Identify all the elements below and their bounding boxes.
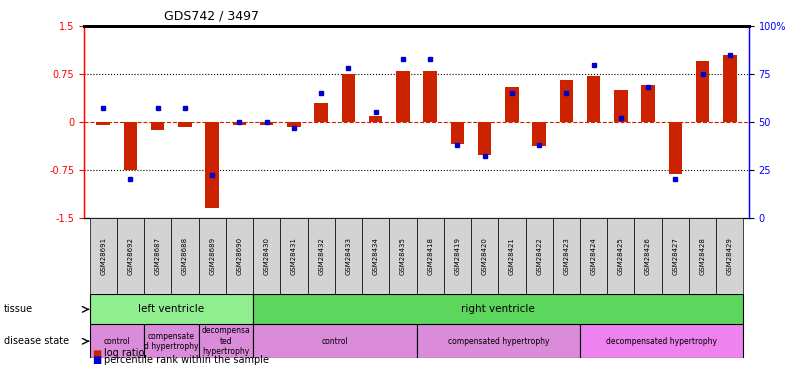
Text: GSM28690: GSM28690 bbox=[236, 237, 243, 275]
Bar bbox=[144, 217, 171, 294]
Text: compensate
d hypertrophy: compensate d hypertrophy bbox=[144, 332, 199, 351]
Bar bbox=[144, 324, 199, 358]
Bar bbox=[471, 217, 498, 294]
Text: GSM28429: GSM28429 bbox=[727, 237, 733, 275]
Text: decompensated hypertrophy: decompensated hypertrophy bbox=[606, 337, 717, 346]
Bar bbox=[199, 324, 253, 358]
Bar bbox=[444, 217, 471, 294]
Text: GSM28687: GSM28687 bbox=[155, 237, 161, 275]
Bar bbox=[607, 217, 634, 294]
Bar bbox=[260, 122, 273, 125]
Text: GSM28430: GSM28430 bbox=[264, 237, 270, 275]
Bar bbox=[253, 324, 417, 358]
Bar bbox=[716, 217, 743, 294]
Bar bbox=[123, 122, 137, 170]
Bar bbox=[424, 71, 437, 122]
Bar bbox=[253, 217, 280, 294]
Text: log ratio: log ratio bbox=[104, 348, 144, 358]
Text: compensated hypertrophy: compensated hypertrophy bbox=[448, 337, 549, 346]
Bar bbox=[253, 294, 743, 324]
Bar bbox=[417, 324, 580, 358]
Bar bbox=[117, 217, 144, 294]
Text: GSM28688: GSM28688 bbox=[182, 237, 188, 275]
Bar bbox=[287, 122, 300, 127]
Text: control: control bbox=[321, 337, 348, 346]
Bar bbox=[341, 74, 355, 122]
Bar bbox=[642, 85, 655, 122]
Bar bbox=[178, 122, 191, 127]
Text: GSM28425: GSM28425 bbox=[618, 237, 624, 275]
Text: ■: ■ bbox=[92, 355, 102, 365]
Bar bbox=[614, 90, 628, 122]
Bar bbox=[478, 122, 492, 155]
Text: tissue: tissue bbox=[4, 304, 33, 314]
Bar bbox=[498, 217, 525, 294]
Bar bbox=[90, 324, 144, 358]
Bar bbox=[335, 217, 362, 294]
Text: GSM28433: GSM28433 bbox=[345, 237, 352, 275]
Bar bbox=[669, 122, 682, 174]
Bar bbox=[151, 122, 164, 129]
Bar bbox=[205, 122, 219, 208]
Text: GSM28426: GSM28426 bbox=[645, 237, 651, 275]
Text: decompensa
ted
hypertrophy: decompensa ted hypertrophy bbox=[201, 326, 250, 356]
Bar bbox=[171, 217, 199, 294]
Text: GSM28418: GSM28418 bbox=[427, 237, 433, 275]
Bar bbox=[689, 217, 716, 294]
Text: GSM28422: GSM28422 bbox=[536, 237, 542, 275]
Text: GSM28431: GSM28431 bbox=[291, 237, 297, 275]
Bar bbox=[525, 217, 553, 294]
Bar bbox=[396, 71, 409, 122]
Text: GSM28689: GSM28689 bbox=[209, 237, 215, 275]
Text: GSM28434: GSM28434 bbox=[372, 237, 379, 275]
Text: GSM28419: GSM28419 bbox=[454, 237, 461, 275]
Bar bbox=[553, 217, 580, 294]
Bar bbox=[199, 217, 226, 294]
Bar bbox=[389, 217, 417, 294]
Text: GSM28692: GSM28692 bbox=[127, 237, 134, 275]
Bar bbox=[232, 122, 246, 125]
Bar bbox=[314, 103, 328, 122]
Bar bbox=[96, 122, 110, 125]
Bar bbox=[662, 217, 689, 294]
Text: GSM28423: GSM28423 bbox=[563, 237, 570, 275]
Bar bbox=[362, 217, 389, 294]
Bar bbox=[308, 217, 335, 294]
Text: disease state: disease state bbox=[4, 336, 69, 346]
Text: GSM28691: GSM28691 bbox=[100, 237, 107, 275]
Bar bbox=[587, 76, 601, 122]
Bar bbox=[90, 217, 117, 294]
Text: GSM28428: GSM28428 bbox=[699, 237, 706, 275]
Bar bbox=[417, 217, 444, 294]
Bar bbox=[280, 217, 308, 294]
Bar bbox=[368, 116, 382, 122]
Bar bbox=[580, 324, 743, 358]
Text: GSM28421: GSM28421 bbox=[509, 237, 515, 275]
Bar bbox=[580, 217, 607, 294]
Bar bbox=[560, 81, 574, 122]
Bar bbox=[90, 294, 253, 324]
Text: GSM28427: GSM28427 bbox=[672, 237, 678, 275]
Bar bbox=[634, 217, 662, 294]
Bar bbox=[451, 122, 465, 144]
Text: GSM28424: GSM28424 bbox=[590, 237, 597, 275]
Text: GDS742 / 3497: GDS742 / 3497 bbox=[164, 9, 260, 22]
Bar bbox=[226, 217, 253, 294]
Text: left ventricle: left ventricle bbox=[139, 304, 204, 314]
Bar bbox=[696, 61, 710, 122]
Text: ■: ■ bbox=[92, 348, 102, 358]
Text: control: control bbox=[103, 337, 131, 346]
Text: GSM28420: GSM28420 bbox=[481, 237, 488, 275]
Bar bbox=[533, 122, 546, 146]
Bar bbox=[723, 55, 737, 122]
Text: right ventricle: right ventricle bbox=[461, 304, 535, 314]
Text: GSM28432: GSM28432 bbox=[318, 237, 324, 275]
Bar bbox=[505, 87, 519, 122]
Text: GSM28435: GSM28435 bbox=[400, 237, 406, 275]
Text: percentile rank within the sample: percentile rank within the sample bbox=[104, 355, 269, 365]
